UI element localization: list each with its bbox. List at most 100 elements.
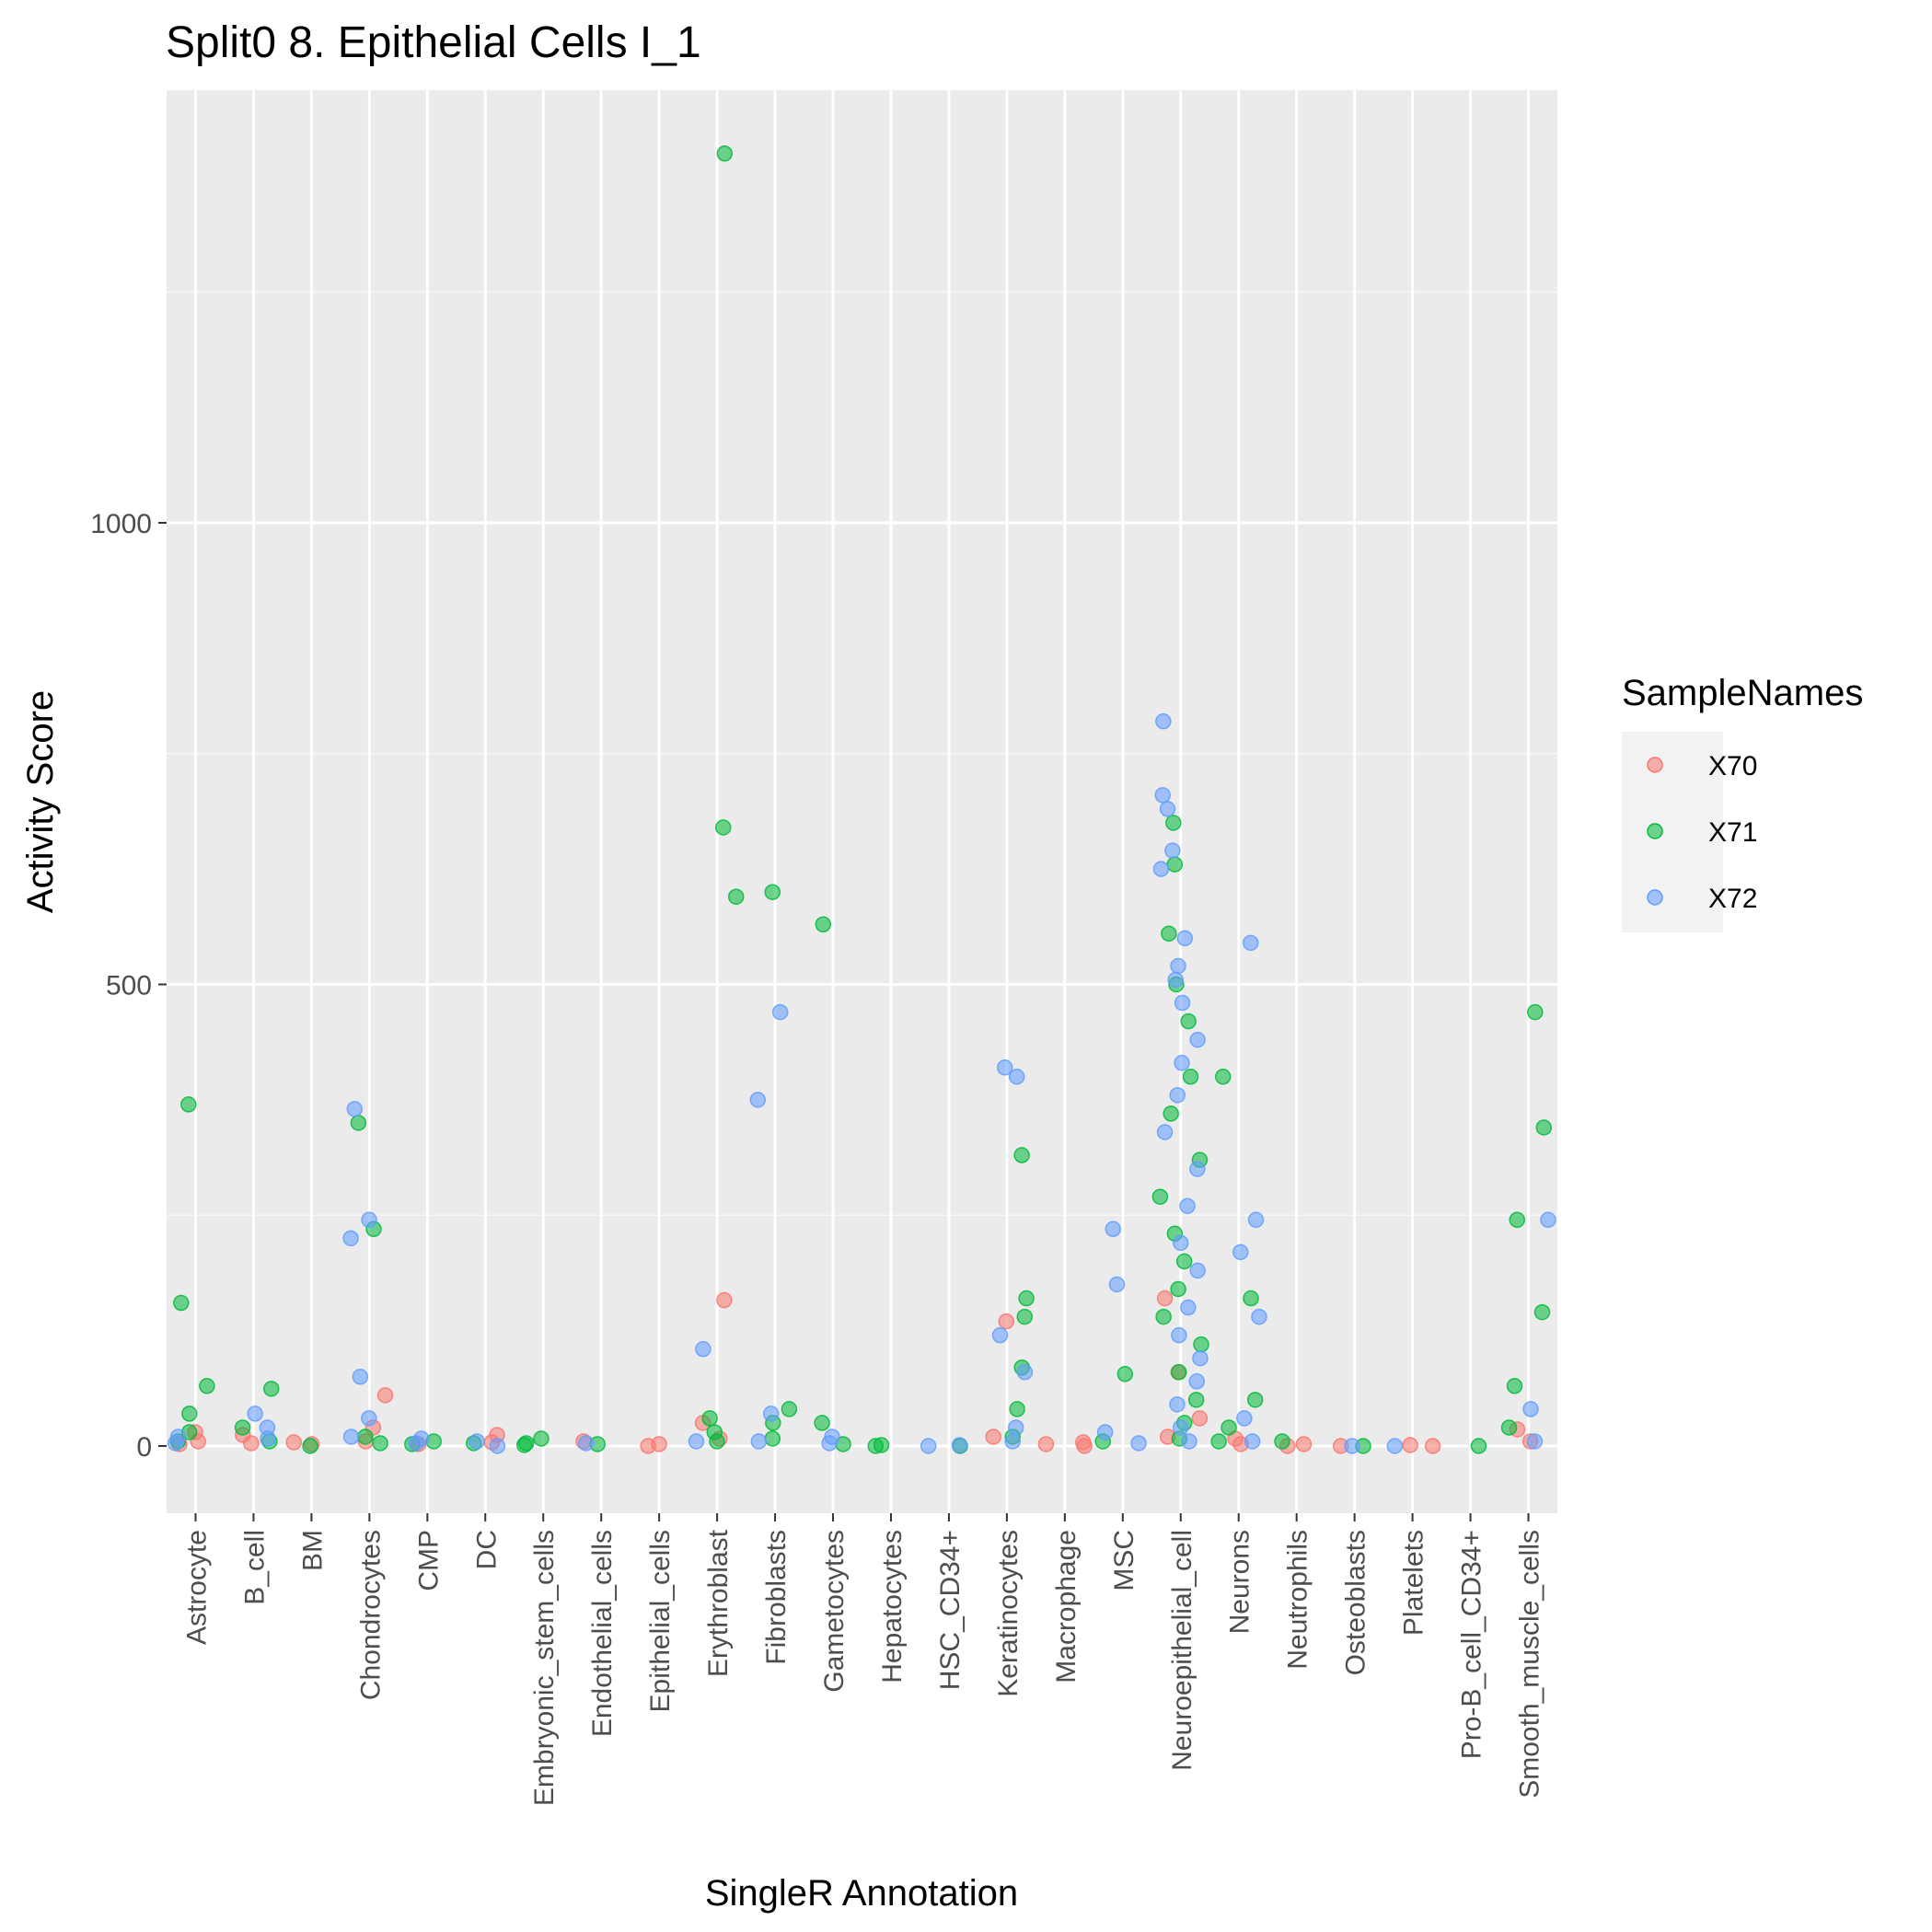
data-point-x72 <box>361 1410 377 1427</box>
x-tick-label: HSC_CD34+ <box>935 1530 966 1690</box>
data-point-x72 <box>1004 1433 1021 1450</box>
data-point-x71 <box>234 1419 251 1436</box>
chart-title: Split0 8. Epithelial Cells I_1 <box>166 18 701 67</box>
x-tick-label: Chondrocytes <box>355 1530 386 1700</box>
data-point-x70 <box>243 1435 260 1452</box>
data-point-x71 <box>1180 1012 1197 1030</box>
data-point-x70 <box>1295 1436 1313 1452</box>
data-point-x71 <box>701 1410 718 1427</box>
data-point-x71 <box>180 1096 197 1113</box>
data-point-x72 <box>688 1433 705 1450</box>
data-point-x72 <box>1007 1419 1024 1436</box>
data-point-x71 <box>1018 1290 1035 1307</box>
data-point-x72 <box>1174 994 1191 1012</box>
data-point-x70 <box>1156 1290 1174 1307</box>
data-point-x72 <box>1008 1069 1025 1085</box>
data-point-x70 <box>998 1313 1015 1330</box>
data-point-x71 <box>1166 856 1184 873</box>
data-point-x71 <box>764 884 781 900</box>
data-point-x72 <box>1243 934 1259 952</box>
data-point-x70 <box>1076 1438 1093 1454</box>
data-point-x71 <box>1175 1253 1193 1270</box>
x-tick-label: CMP <box>413 1530 444 1591</box>
data-point-x72 <box>469 1433 485 1450</box>
data-point-x72 <box>1016 1364 1034 1381</box>
data-point-x72 <box>1189 1262 1206 1279</box>
data-point-x72 <box>260 1430 276 1447</box>
data-point-x72 <box>1247 1211 1265 1229</box>
data-point-x72 <box>695 1340 711 1358</box>
data-point-x72 <box>247 1406 263 1422</box>
x-axis-title: SingleR Annotation <box>705 1873 1018 1914</box>
data-point-x71 <box>715 819 732 836</box>
data-point-x72 <box>1236 1410 1253 1427</box>
data-point-x72 <box>991 1326 1009 1344</box>
data-point-x71 <box>372 1435 388 1452</box>
data-point-x71 <box>1163 1105 1179 1122</box>
data-point-x71 <box>781 1401 798 1417</box>
data-point-x72 <box>996 1059 1013 1076</box>
data-point-x72 <box>1159 801 1176 817</box>
data-point-x70 <box>1191 1410 1209 1427</box>
data-point-x72 <box>1172 1234 1189 1252</box>
y-tick-label: 1000 <box>90 509 152 539</box>
x-tick-label: Platelets <box>1399 1530 1429 1636</box>
data-point-x72 <box>1189 1161 1206 1177</box>
data-point-x70 <box>1424 1438 1441 1454</box>
data-point-x71 <box>199 1378 215 1394</box>
data-point-x71 <box>533 1430 550 1447</box>
data-point-x70 <box>1037 1436 1055 1452</box>
data-point-x72 <box>1176 930 1194 947</box>
data-point-x71 <box>263 1381 280 1397</box>
data-point-x71 <box>1170 1280 1186 1298</box>
data-point-x71 <box>764 1430 781 1447</box>
data-point-x71 <box>1187 1392 1205 1408</box>
data-point-x72 <box>168 1435 184 1452</box>
data-point-x72 <box>1344 1438 1360 1454</box>
data-point-x71 <box>716 145 734 162</box>
plot-panel <box>167 90 1557 1513</box>
data-point-x72 <box>346 1101 364 1117</box>
data-point-x71 <box>1182 1069 1199 1085</box>
x-tick-label: Gametocytes <box>819 1530 850 1693</box>
data-point-x71 <box>873 1437 890 1453</box>
data-point-x70 <box>285 1434 303 1451</box>
data-point-x71 <box>1500 1419 1518 1436</box>
data-point-x70 <box>716 1291 733 1309</box>
data-point-x71 <box>1246 1392 1264 1408</box>
x-tick-label: Keratinocytes <box>993 1530 1024 1697</box>
data-point-x71 <box>1214 1069 1232 1085</box>
data-point-x71 <box>350 1115 367 1131</box>
data-point-x72 <box>1526 1433 1544 1450</box>
grid-major <box>167 90 1557 1513</box>
data-point-x72 <box>1169 1396 1186 1413</box>
x-tick-label: Neurons <box>1225 1530 1255 1634</box>
data-point-x71 <box>1274 1433 1290 1450</box>
legend: SampleNames X70 X71 X72 <box>1622 673 1863 932</box>
data-point-x71 <box>1193 1336 1209 1353</box>
x-tick-label: Neutrophils <box>1283 1530 1313 1670</box>
data-point-x71 <box>1161 925 1177 943</box>
data-point-x72 <box>1170 957 1186 975</box>
x-tick-label: Fibroblasts <box>761 1530 792 1665</box>
x-tick-label: Neuroepithelial_cell <box>1167 1530 1197 1771</box>
data-point-x72 <box>771 1003 789 1021</box>
data-point-x72 <box>408 1435 424 1452</box>
data-point-x72 <box>1152 861 1170 877</box>
y-axis-title: Activity Score <box>20 690 61 913</box>
x-tick-label: Pro-B_cell_CD34+ <box>1457 1530 1487 1759</box>
data-point-x70 <box>376 1387 394 1404</box>
data-point-x71 <box>181 1406 198 1422</box>
data-point-x72 <box>1244 1433 1261 1450</box>
x-tick-label: Macrophage <box>1051 1530 1082 1683</box>
data-point-x72 <box>1164 842 1181 859</box>
x-tick-label: Endothelial_cells <box>587 1530 618 1737</box>
data-point-x72 <box>1192 1349 1209 1367</box>
data-point-x71 <box>1470 1438 1487 1454</box>
legend-key-x70 <box>1647 757 1663 773</box>
data-point-x72 <box>920 1438 937 1454</box>
x-tick-label: Erythroblast <box>703 1529 734 1677</box>
legend-key-x72 <box>1647 889 1663 906</box>
x-axis: Astrocyte B_cell BM Chondrocytes CMP DC Embryo… <box>181 1513 1545 1806</box>
